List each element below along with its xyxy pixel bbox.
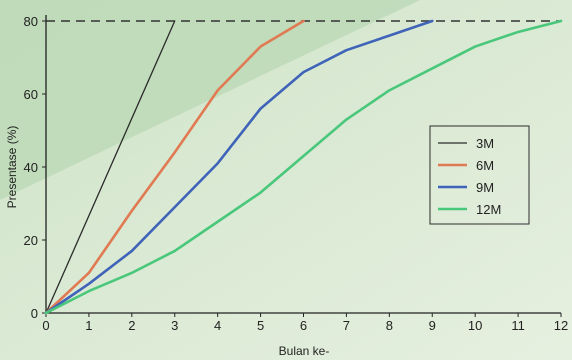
x-tick-label: 9 — [429, 318, 436, 333]
y-tick-label: 20 — [24, 233, 38, 248]
x-tick-label: 12 — [554, 318, 568, 333]
y-tick-label: 60 — [24, 87, 38, 102]
x-axis-title: Bulan ke- — [279, 344, 330, 358]
series-line-9m — [44, 19, 434, 315]
x-tick-label: 2 — [128, 318, 135, 333]
y-axis-title: Presentase (%) — [5, 126, 19, 209]
axes — [42, 15, 562, 317]
x-tick-label: 4 — [214, 318, 221, 333]
x-tick-label: 5 — [257, 318, 264, 333]
x-tick-label: 6 — [300, 318, 307, 333]
legend-label-9m: 9M — [476, 180, 494, 195]
legend: 3M 6M 9M 12M — [429, 125, 530, 225]
x-tick-label: 11 — [511, 318, 525, 333]
series-line-3m — [45, 20, 176, 314]
x-tick-label: 0 — [42, 318, 49, 333]
series-layer — [44, 19, 563, 315]
legend-label-3m: 3M — [476, 136, 494, 151]
series-line-6m — [44, 19, 305, 315]
x-tick-label: 1 — [85, 318, 92, 333]
legend-items: 3M 6M 9M 12M — [438, 136, 501, 217]
x-tick-label: 8 — [386, 318, 393, 333]
x-tick-label: 3 — [171, 318, 178, 333]
legend-label-12m: 12M — [476, 202, 501, 217]
legend-box — [429, 125, 530, 225]
y-tick-label: 0 — [31, 306, 38, 321]
x-tick-label: 7 — [343, 318, 350, 333]
x-tick-label: 10 — [468, 318, 482, 333]
y-tick-label: 80 — [24, 14, 38, 29]
legend-label-6m: 6M — [476, 158, 494, 173]
y-tick-label: 40 — [24, 160, 38, 175]
series-line-12m — [44, 19, 563, 315]
